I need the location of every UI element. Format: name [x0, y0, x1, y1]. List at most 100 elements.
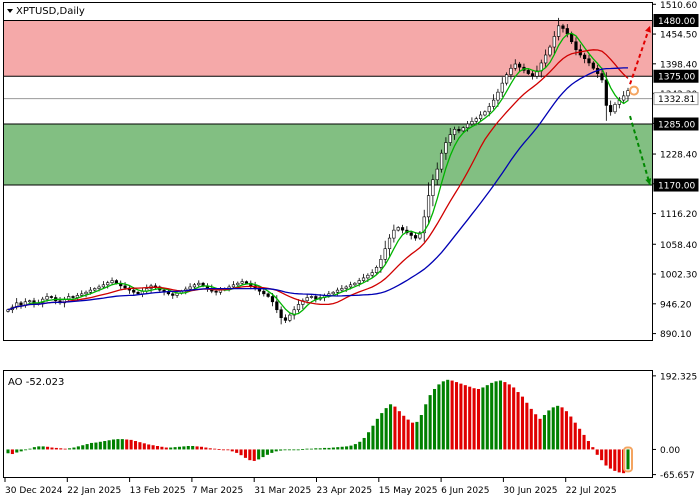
candle — [505, 72, 509, 86]
ao-bar — [468, 386, 472, 450]
ao-bar — [226, 449, 230, 451]
ao-bar — [63, 448, 67, 450]
ao-bar — [6, 449, 10, 454]
candle — [587, 54, 591, 67]
ao-bar — [428, 395, 432, 450]
ao-bar — [608, 449, 612, 469]
candle — [361, 273, 366, 283]
ao-bar — [120, 439, 124, 450]
candle — [296, 299, 301, 313]
zone-support — [4, 124, 652, 186]
horizontal-lines-layer — [4, 20, 652, 186]
price-tick-label: 1454.50 — [660, 31, 697, 41]
price-tick-label: 890.10 — [660, 330, 692, 340]
ao-bar — [446, 379, 450, 450]
ao-bar — [314, 448, 318, 450]
ao-bar — [459, 383, 463, 450]
ao-bar — [111, 439, 116, 450]
ao-bar — [292, 449, 296, 451]
ao-bar — [367, 432, 371, 450]
ao-bar — [362, 437, 366, 450]
price-level-label: 1375.00 — [653, 69, 699, 83]
ao-panel: 192.325 0.00 -65.657 AO -52.023 — [3, 370, 697, 481]
candle — [288, 313, 292, 323]
ao-axis: 192.325 0.00 -65.657 — [652, 372, 697, 481]
candle — [457, 126, 461, 134]
price-tick-label: 1398.40 — [660, 60, 697, 70]
ao-bar — [402, 415, 406, 450]
arrows-layer — [629, 25, 652, 186]
ao-bar — [76, 446, 80, 450]
ao-bar — [107, 440, 111, 450]
ao-bar — [177, 446, 182, 450]
candle — [500, 77, 504, 97]
candle — [231, 281, 236, 289]
ao-bar — [547, 410, 551, 450]
ao-bar — [481, 387, 485, 450]
ao-bar — [345, 446, 349, 450]
ao-bar — [191, 446, 195, 450]
price-level-label: 1285.00 — [653, 117, 699, 131]
candle — [370, 269, 374, 278]
ao-bar — [512, 387, 516, 450]
candle — [49, 295, 53, 299]
ao-bar — [283, 449, 287, 451]
candle — [392, 224, 396, 243]
candle — [557, 17, 561, 41]
ao-bar — [415, 421, 419, 450]
ao-bar — [164, 447, 168, 450]
candle — [413, 232, 418, 241]
ao-bar — [358, 441, 362, 450]
candle — [496, 88, 500, 107]
ao-bar — [248, 449, 252, 461]
ao-bar — [542, 415, 546, 450]
ao-bars-layer — [6, 379, 633, 474]
ao-bar — [617, 449, 621, 473]
ao-bar — [564, 411, 568, 450]
ao-bar — [81, 445, 85, 450]
candle — [544, 49, 548, 68]
candle — [383, 240, 387, 264]
time-tick-label: 23 Apr 2025 — [317, 486, 373, 496]
svg-text:1375.00: 1375.00 — [658, 73, 695, 83]
ao-bar — [578, 428, 582, 450]
ao-bar — [529, 408, 533, 450]
chart-title: XPTUSD,Daily — [7, 6, 85, 17]
ao-bar — [591, 447, 595, 450]
ao-bar — [239, 449, 243, 456]
ao-bar — [182, 446, 186, 450]
ao-bar — [301, 449, 305, 450]
ao-bar — [261, 449, 265, 458]
candle — [470, 117, 474, 126]
candle — [548, 44, 552, 58]
ao-bar — [600, 449, 604, 461]
candle — [552, 31, 556, 54]
ao-bar — [595, 449, 599, 455]
candle — [526, 68, 530, 75]
candle — [444, 137, 448, 160]
ao-bar — [476, 388, 481, 450]
ao-bar — [406, 419, 410, 450]
candle — [591, 61, 595, 71]
time-tick-label: 13 Feb 2025 — [130, 486, 186, 496]
ao-bar — [318, 448, 322, 450]
candle — [418, 231, 422, 240]
ao-bar — [138, 442, 142, 450]
candle — [626, 87, 630, 102]
ao-bar — [437, 384, 441, 450]
candle — [448, 127, 452, 146]
ao-bar — [490, 382, 494, 450]
zone-resistance — [4, 20, 652, 77]
ao-bar — [485, 385, 489, 450]
ao-bar — [349, 445, 353, 450]
ao-bar — [94, 442, 98, 450]
candle — [600, 67, 604, 83]
ao-bar — [195, 446, 199, 450]
candle — [396, 226, 400, 232]
time-axis: 30 Dec 2024 22 Jan 2025 13 Feb 2025 7 Mar 2… — [4, 478, 617, 496]
ao-bar — [503, 382, 507, 450]
ao-tick-label: -65.657 — [660, 471, 695, 481]
candle — [439, 149, 444, 173]
ao-bar — [98, 441, 102, 450]
time-tick-label: 15 May 2025 — [379, 486, 438, 496]
